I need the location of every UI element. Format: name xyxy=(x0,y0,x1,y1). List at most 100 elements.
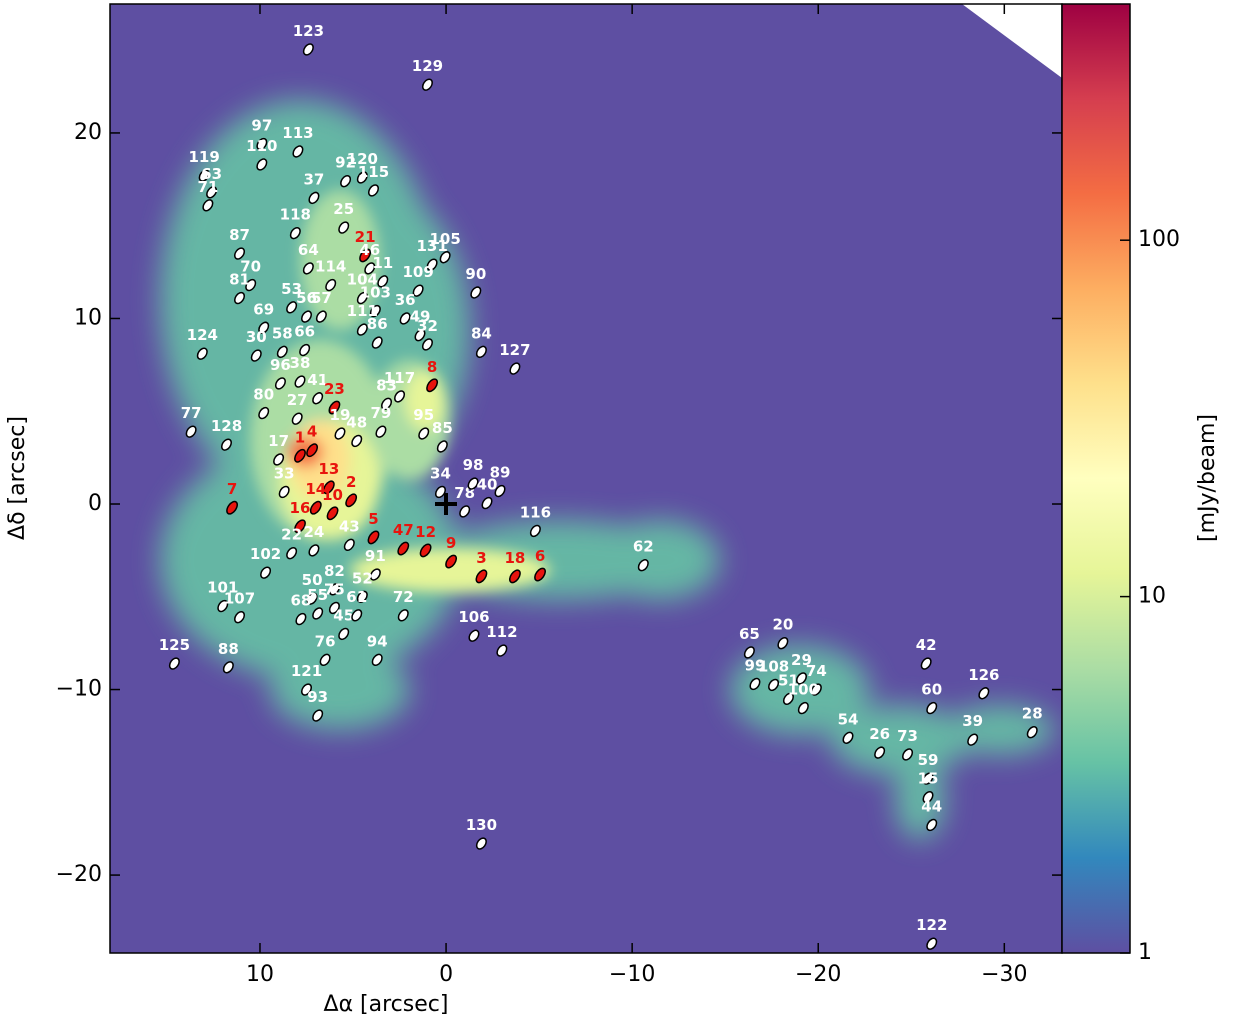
source-label: 123 xyxy=(293,22,324,40)
source-ellipse xyxy=(302,43,314,56)
source-ellipse xyxy=(234,611,246,624)
source-label: 23 xyxy=(324,380,345,398)
source-label: 4 xyxy=(307,423,317,441)
colorbar-tick-label: 10 xyxy=(1138,584,1166,609)
source-label: 58 xyxy=(272,324,293,342)
source-ellipse xyxy=(220,438,232,451)
source-label: 94 xyxy=(367,632,388,650)
source-ellipse xyxy=(426,258,438,271)
source-ellipse xyxy=(322,480,335,495)
source-label: 69 xyxy=(253,300,274,318)
source-label: 100 xyxy=(788,681,819,699)
source-ellipse xyxy=(260,566,272,579)
source-label: 80 xyxy=(253,386,274,404)
source-ellipse xyxy=(439,251,451,264)
source-ellipse xyxy=(294,519,306,534)
source-label: 24 xyxy=(304,523,325,541)
x-tick-label: 0 xyxy=(439,962,453,987)
source-ellipse xyxy=(326,506,339,521)
source-label: 112 xyxy=(486,623,517,641)
source-ellipse xyxy=(797,701,809,715)
y-tick-label: −20 xyxy=(56,862,102,887)
source-label: 85 xyxy=(432,419,453,437)
source-ellipse xyxy=(394,390,406,403)
source-label: 59 xyxy=(918,751,939,769)
source-ellipse xyxy=(258,406,270,420)
source-label: 102 xyxy=(250,545,281,563)
source-ellipse xyxy=(381,397,393,410)
source-label: 79 xyxy=(370,404,391,422)
source-label: 66 xyxy=(294,323,315,341)
source-ellipse xyxy=(369,304,381,318)
source-ellipse xyxy=(256,137,268,151)
source-label: 46 xyxy=(359,241,380,259)
source-ellipse xyxy=(743,646,755,659)
source-ellipse xyxy=(301,683,313,696)
source-label: 37 xyxy=(304,170,325,188)
source-ellipse xyxy=(299,343,311,357)
source-ellipse xyxy=(343,538,355,552)
source-ellipse xyxy=(470,286,482,299)
source-ellipse xyxy=(306,592,318,605)
source-label: 19 xyxy=(330,406,351,424)
source-ellipse xyxy=(289,226,301,240)
source-label: 41 xyxy=(307,371,328,389)
source-label: 98 xyxy=(463,456,484,474)
source-ellipse xyxy=(319,653,331,667)
source-label: 57 xyxy=(311,289,332,307)
source-label: 121 xyxy=(291,662,322,680)
source-ellipse xyxy=(375,425,387,438)
source-ellipse xyxy=(534,567,546,582)
source-ellipse xyxy=(967,733,979,746)
source-ellipse xyxy=(419,543,432,558)
source-label: 92 xyxy=(335,154,356,172)
source-label: 125 xyxy=(159,636,190,654)
source-label: 16 xyxy=(290,499,311,517)
source-ellipse xyxy=(356,323,368,336)
source-label: 43 xyxy=(339,517,360,535)
source-ellipse xyxy=(795,672,807,685)
source-ellipse xyxy=(286,547,298,560)
source-label: 120 xyxy=(347,150,378,168)
source-ellipse xyxy=(418,427,430,440)
source-ellipse xyxy=(185,425,197,438)
source-ellipse xyxy=(768,678,780,692)
source-ellipse xyxy=(369,568,381,581)
colorbar-label: [mJy/beam] xyxy=(1195,414,1220,542)
source-ellipse xyxy=(273,453,285,466)
source-label: 109 xyxy=(402,263,433,281)
source-label: 25 xyxy=(333,200,354,218)
source-label: 86 xyxy=(367,315,388,333)
source-label: 60 xyxy=(921,681,942,699)
source-label: 47 xyxy=(393,521,414,539)
source-label: 93 xyxy=(307,688,328,706)
source-label: 55 xyxy=(307,586,328,604)
origin-cross xyxy=(435,493,457,515)
source-label: 95 xyxy=(413,406,434,424)
emission-map xyxy=(110,4,1062,953)
source-ellipse xyxy=(978,687,990,700)
source-label: 22 xyxy=(281,526,302,544)
source-label: 36 xyxy=(395,291,416,309)
source-label: 122 xyxy=(916,916,947,934)
source-ellipse xyxy=(364,262,376,275)
source-label: 108 xyxy=(758,657,789,675)
source-ellipse xyxy=(481,496,493,510)
source-label: 126 xyxy=(968,666,999,684)
source-ellipse xyxy=(328,583,340,596)
source-ellipse xyxy=(926,818,938,832)
x-tick-label: −20 xyxy=(795,962,841,987)
source-ellipse xyxy=(351,609,363,622)
source-label: 103 xyxy=(360,284,391,302)
source-ellipse xyxy=(196,347,208,360)
colorbar-tick-label: 1 xyxy=(1138,940,1152,965)
source-label: 14 xyxy=(305,480,326,498)
source-label: 117 xyxy=(384,369,415,387)
source-label: 89 xyxy=(490,464,511,482)
source-ellipse xyxy=(356,171,368,184)
source-ellipse xyxy=(377,275,389,288)
source-ellipse xyxy=(226,500,239,515)
source-label: 54 xyxy=(838,710,859,728)
source-ellipse xyxy=(459,505,471,518)
source-label: 44 xyxy=(921,797,942,815)
